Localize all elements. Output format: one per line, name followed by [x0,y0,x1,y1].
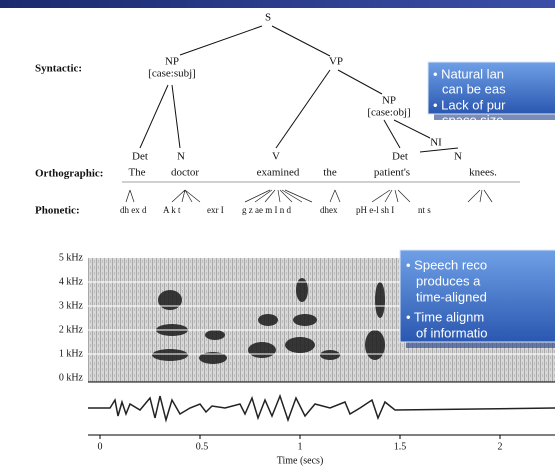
callout-text: can be eas [442,81,506,96]
row-label: Phonetic: [35,205,80,217]
phone: exr I [207,205,224,215]
axis-title: Time (secs) [277,455,324,466]
time-label: 1 [298,441,303,452]
callout: • Speech reco produces a time-aligned • … [399,249,555,348]
tree-node: N [454,151,462,163]
top-band [0,0,555,8]
word: doctor [171,167,199,179]
phone: g z ae m I n d [242,205,291,215]
freq-label: 1 kHz [59,348,84,359]
time-label: 1.5 [394,441,407,452]
callout: • Natural lan can be eas • Lack of pur s… [427,61,555,127]
callout-text: • Speech reco [406,257,487,272]
freq-labels: 5 kHz 4 kHz 3 kHz 2 kHz 1 kHz 0 kHz [59,252,84,383]
phone: A k t [163,205,181,215]
phone: dh ex d [120,205,147,215]
callout-text: time-aligned [416,289,487,304]
freq-label: 2 kHz [59,324,84,335]
word: examined [257,167,300,179]
time-label: 2 [498,441,503,452]
tree-node: Det [132,151,148,163]
word: the [323,167,337,179]
tree-node: [case:obj] [367,107,410,119]
tree-node: N [177,151,185,163]
phone: pH e-l sh I [356,205,394,215]
time-axis: 0 0.5 1 1.5 2 Time (secs) [88,434,555,466]
callout-text: of informatio [416,325,488,340]
row-label: Syntactic: [35,63,82,75]
tree-node: NI [430,137,442,149]
phone: nt s [418,205,431,215]
callout-text: space size [442,112,503,127]
tree-node: V [272,151,280,163]
callout-text: • Natural lan [433,66,504,81]
freq-label: 4 kHz [59,276,84,287]
time-label: 0.5 [196,441,209,452]
word: patient's [374,167,410,179]
callout-text: • Time alignm [406,309,484,324]
tree-edges [139,25,459,153]
waveform [88,393,555,423]
tree-node: S [265,12,271,24]
freq-label: 5 kHz [59,252,84,263]
tree-node: Det [392,151,408,163]
tree-node: NP [165,56,179,68]
word: The [128,167,145,179]
freq-label: 0 kHz [59,372,84,383]
tree-node: NP [382,95,396,107]
freq-label: 3 kHz [59,300,84,311]
phone: dhex [320,205,338,215]
word-phone-links [125,189,493,203]
callout-text: • Lack of pur [433,97,506,112]
callout-text: produces a [416,273,481,288]
tree-node: VP [329,56,343,68]
word: knees. [469,167,497,179]
time-label: 0 [98,441,103,452]
row-label: Orthographic: [35,168,103,180]
tree-node: [case:subj] [148,68,196,80]
